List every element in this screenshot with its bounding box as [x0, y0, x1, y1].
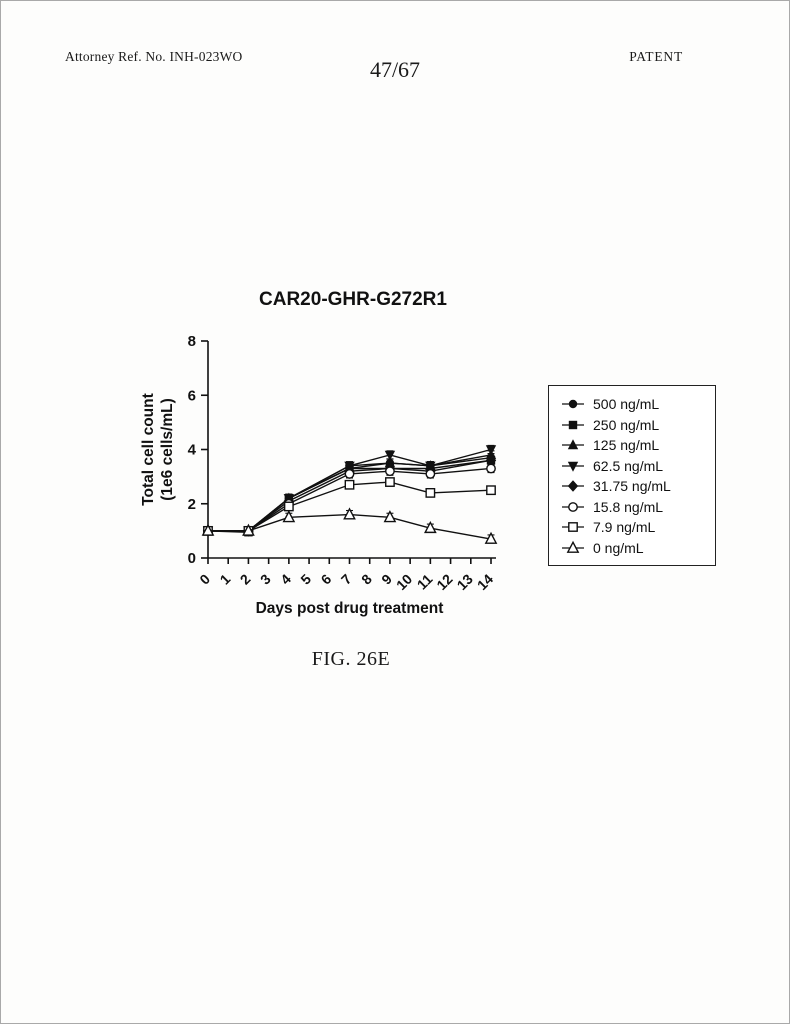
legend-label: 7.9 ng/mL: [593, 519, 656, 535]
legend-label: 31.75 ng/mL: [593, 478, 671, 494]
svg-text:2: 2: [188, 496, 196, 513]
circle-filled-icon: [562, 399, 584, 409]
diamond-filled-icon: [562, 480, 584, 492]
attorney-ref: Attorney Ref. No. INH-023WO: [65, 49, 243, 64]
svg-text:Days post drug treatment: Days post drug treatment: [256, 600, 444, 617]
svg-text:4: 4: [188, 442, 197, 459]
svg-text:5: 5: [297, 571, 314, 588]
svg-text:(1e6 cells/mL): (1e6 cells/mL): [159, 398, 176, 501]
triangle-up-open-icon: [562, 540, 584, 553]
svg-text:3: 3: [257, 571, 274, 588]
legend-item: 0 ng/mL: [561, 540, 707, 556]
legend-label: 500 ng/mL: [593, 396, 660, 412]
patent-label: PATENT: [629, 49, 683, 64]
legend-item: 7.9 ng/mL: [561, 519, 707, 535]
legend-item: 500 ng/mL: [561, 396, 707, 412]
svg-text:10: 10: [393, 571, 415, 593]
square-open-icon: [562, 522, 584, 532]
legend-item: 250 ng/mL: [561, 417, 707, 433]
svg-text:0: 0: [196, 571, 213, 588]
svg-text:8: 8: [358, 571, 375, 588]
legend-item: 15.8 ng/mL: [561, 499, 707, 515]
circle-open-icon: [562, 501, 584, 512]
svg-text:9: 9: [378, 571, 395, 588]
chart-title: CAR20-GHR-G272R1: [259, 289, 447, 310]
triangle-up-filled-icon: [562, 439, 584, 450]
svg-text:7: 7: [338, 571, 355, 588]
svg-text:8: 8: [188, 333, 196, 350]
line-chart: 0 2 4 6 8 0 1 2 3 4 5 6 7 8 9 10 11 12 13 14 Days post drug …: [121, 316, 551, 646]
legend-label: 0 ng/mL: [593, 539, 644, 556]
legend-label: 15.8 ng/mL: [593, 498, 664, 515]
svg-text:2: 2: [237, 571, 254, 588]
legend-label: 250 ng/mL: [593, 416, 660, 433]
legend-item: 31.75 ng/mL: [561, 478, 707, 494]
svg-text:4: 4: [277, 571, 294, 588]
triangle-down-filled-icon: [562, 461, 584, 472]
sheet-number: 47/67: [369, 57, 421, 82]
svg-text:6: 6: [318, 571, 335, 588]
svg-text:Total cell count: Total cell count: [140, 393, 157, 506]
figure-caption: FIG. 26E: [311, 648, 391, 670]
legend: 500 ng/mL 250 ng/mL 125 ng/mL 62.5 ng/mL 31.…: [548, 385, 716, 566]
svg-text:6: 6: [188, 387, 196, 404]
svg-text:14: 14: [474, 571, 496, 593]
svg-text:0: 0: [188, 550, 196, 567]
legend-item: 125 ng/mL: [561, 437, 707, 453]
legend-item: 62.5 ng/mL: [561, 458, 707, 474]
square-filled-icon: [562, 420, 584, 429]
legend-label: 125 ng/mL: [593, 437, 660, 453]
legend-label: 62.5 ng/mL: [593, 457, 664, 474]
svg-text:1: 1: [217, 571, 234, 588]
